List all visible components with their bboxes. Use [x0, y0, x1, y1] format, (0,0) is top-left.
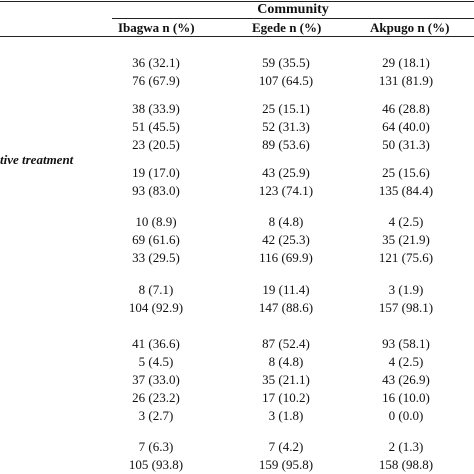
table-cell: 69 (61.6)	[132, 232, 180, 247]
table-cell: 93 (83.0)	[132, 183, 180, 198]
table-cell: 105 (93.8)	[128, 457, 184, 472]
column-header-egede: Egede n (%)	[252, 20, 322, 35]
table-cell: 51 (45.5)	[132, 119, 180, 134]
column-header-akpugo: Akpugo n (%)	[370, 20, 450, 35]
table-cell: 2 (1.3)	[388, 439, 424, 454]
table-cell: 29 (18.1)	[382, 55, 430, 70]
table-cell: 41 (36.6)	[132, 336, 180, 351]
table-cell: 147 (88.6)	[258, 300, 314, 315]
table-cell: 104 (92.9)	[128, 300, 184, 315]
table-cell: 93 (58.1)	[382, 336, 430, 351]
column-header-ibagwa: Ibagwa n (%)	[118, 20, 195, 35]
table-cell: 38 (33.9)	[132, 101, 180, 116]
table-cell: 159 (95.8)	[258, 457, 314, 472]
row-section-label: tive treatment	[0, 152, 74, 167]
community-underline	[112, 18, 474, 19]
table-cell: 7 (6.3)	[138, 439, 174, 454]
table-cell: 26 (23.2)	[132, 390, 180, 405]
table-cell: 7 (4.2)	[268, 439, 304, 454]
table-top-rule	[0, 1, 474, 2]
table-cell: 107 (64.5)	[258, 73, 314, 88]
table-cell: 43 (26.9)	[382, 372, 430, 387]
table-cell: 23 (20.5)	[132, 137, 180, 152]
table-cell: 157 (98.1)	[378, 300, 434, 315]
table-cell: 3 (1.8)	[268, 408, 304, 423]
table-cell: 10 (8.9)	[135, 214, 177, 229]
table-cell: 8 (4.8)	[268, 214, 304, 229]
table-cell: 37 (33.0)	[132, 372, 180, 387]
table-cell: 59 (35.5)	[262, 55, 310, 70]
table-cell: 35 (21.1)	[262, 372, 310, 387]
table-cell: 16 (10.0)	[382, 390, 430, 405]
community-group-header: Community	[257, 2, 329, 17]
table-cell: 87 (52.4)	[262, 336, 310, 351]
table-cell: 131 (81.9)	[378, 73, 434, 88]
table-cell: 17 (10.2)	[262, 390, 310, 405]
table-cell: 4 (2.5)	[388, 354, 424, 369]
table-cell: 3 (1.9)	[388, 282, 424, 297]
table-cell: 19 (17.0)	[132, 165, 180, 180]
table-cell: 50 (31.3)	[382, 137, 430, 152]
header-bottom-rule	[0, 36, 474, 37]
table-cell: 121 (75.6)	[378, 250, 434, 265]
table-cell: 33 (29.5)	[132, 250, 180, 265]
table-cell: 25 (15.1)	[262, 101, 310, 116]
table-cell: 35 (21.9)	[382, 232, 430, 247]
table-cell: 46 (28.8)	[382, 101, 430, 116]
table-cell: 76 (67.9)	[132, 73, 180, 88]
table-cell: 42 (25.3)	[262, 232, 310, 247]
table-cell: 5 (4.5)	[138, 354, 174, 369]
table-cell: 3 (2.7)	[138, 408, 174, 423]
table-cell: 36 (32.1)	[132, 55, 180, 70]
table-cell: 116 (69.9)	[259, 250, 313, 265]
table-cell: 52 (31.3)	[262, 119, 310, 134]
table-cell: 64 (40.0)	[382, 119, 430, 134]
table-cell: 158 (98.8)	[378, 457, 434, 472]
table-cell: 8 (4.8)	[268, 354, 304, 369]
table-cell: 0 (0.0)	[388, 408, 424, 423]
table-cell: 89 (53.6)	[262, 137, 310, 152]
table-cell: 8 (7.1)	[138, 282, 174, 297]
table-cell: 43 (25.9)	[262, 165, 310, 180]
table-cell: 25 (15.6)	[382, 165, 430, 180]
table-cell: 135 (84.4)	[378, 183, 434, 198]
table-cell: 19 (11.4)	[262, 282, 310, 297]
table-cell: 123 (74.1)	[258, 183, 314, 198]
table-cell: 4 (2.5)	[388, 214, 424, 229]
